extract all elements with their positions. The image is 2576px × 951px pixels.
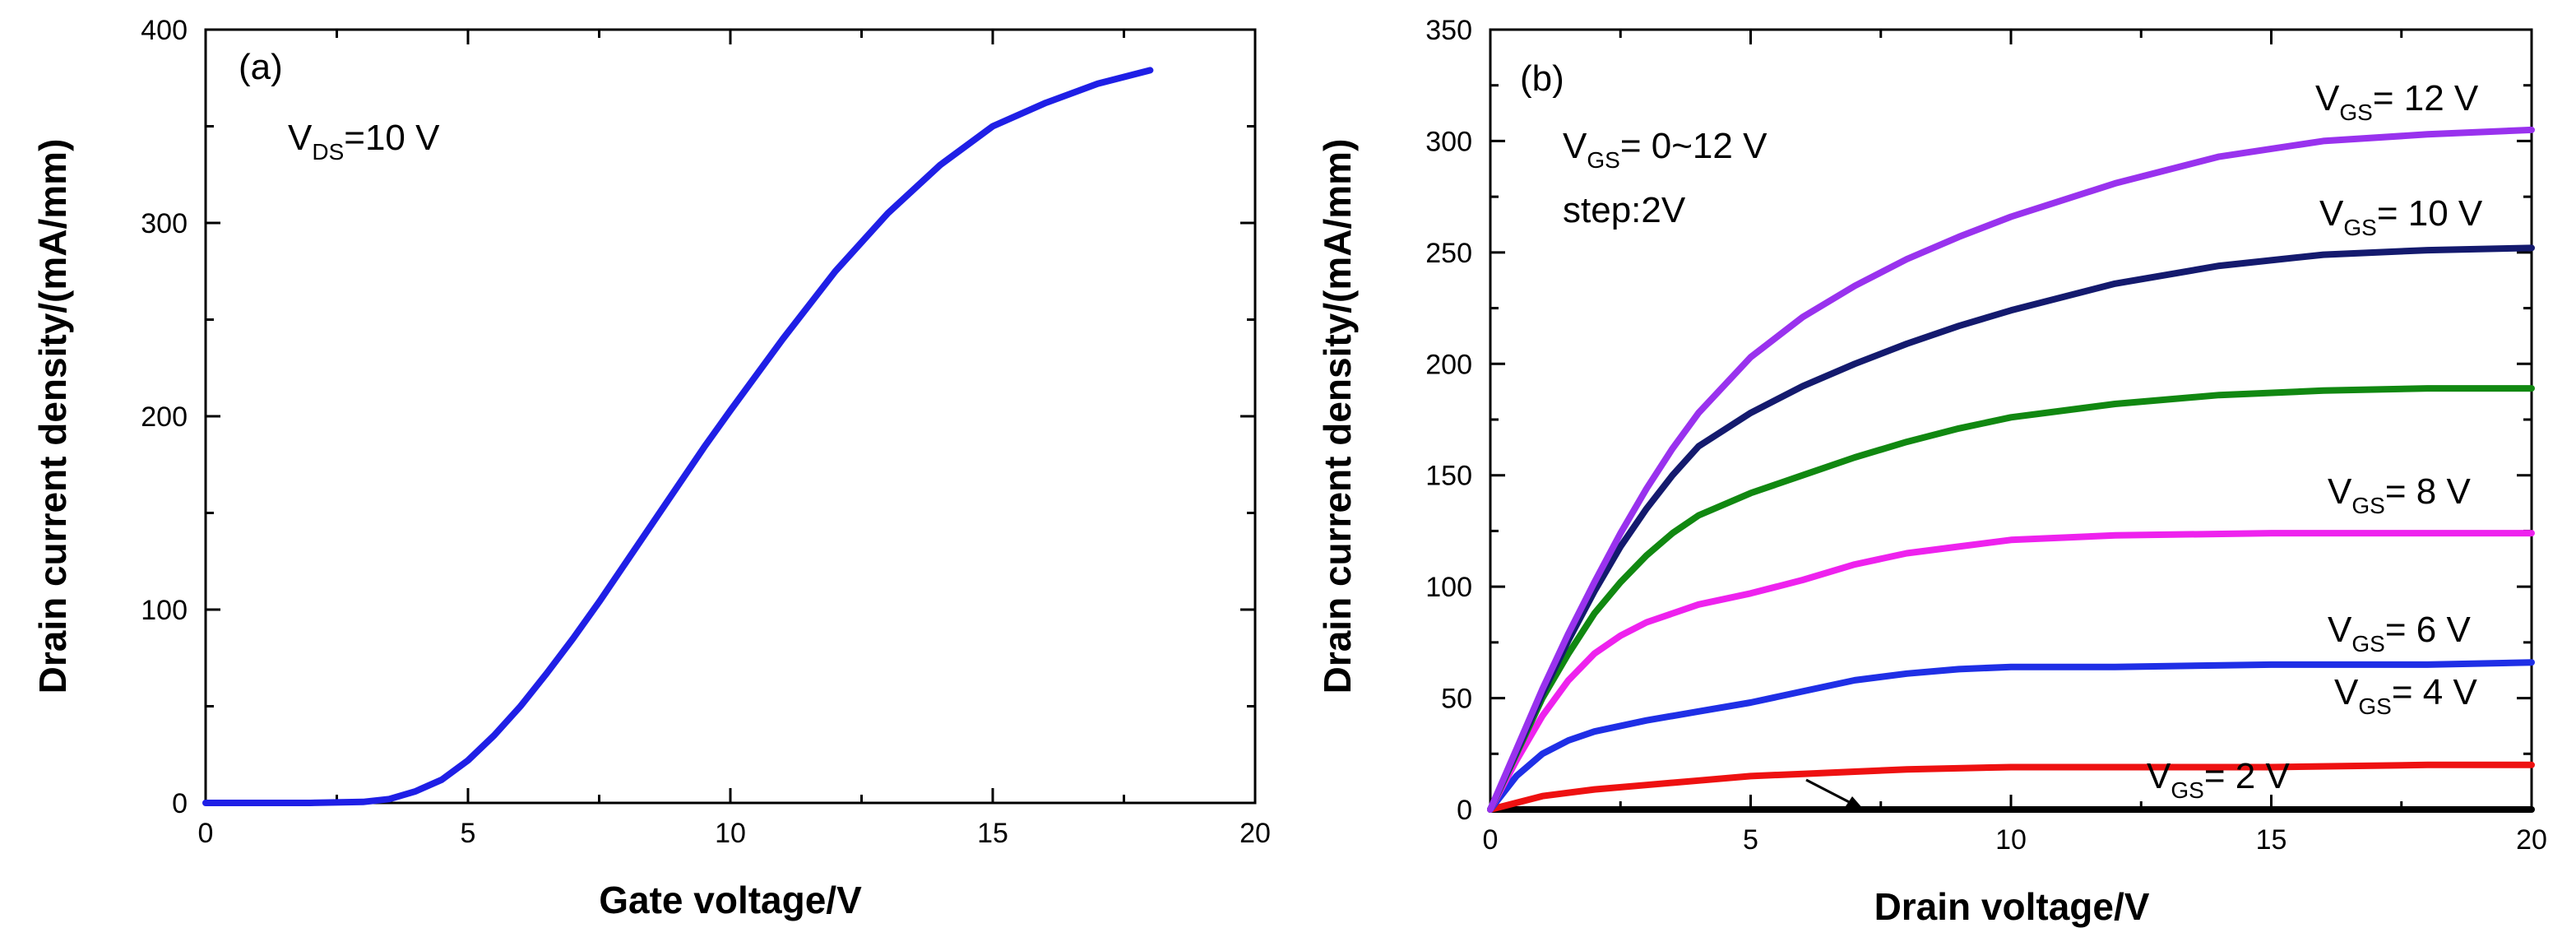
series-label: VGS= 6 V xyxy=(2328,610,2471,656)
annotation: VGS= 0~12 V xyxy=(1563,126,1768,173)
series-label: VGS= 4 V xyxy=(2334,672,2477,719)
x-axis-title: Drain voltage/V xyxy=(1874,885,2150,928)
series-label-main: V xyxy=(2328,610,2352,650)
series-line xyxy=(1487,244,2535,813)
series-label: VGS= 2 V xyxy=(2147,756,2290,803)
annotation-main: V xyxy=(288,118,313,158)
annotation: step:2V xyxy=(1563,190,1686,230)
x-tick-label: 0 xyxy=(198,818,214,849)
annotation-rest: =10 V xyxy=(344,118,440,158)
panel-label: (a) xyxy=(239,47,283,87)
series-line xyxy=(1487,761,2535,813)
series-label-main: V xyxy=(2315,78,2340,118)
series-label-sub: GS xyxy=(2343,215,2376,240)
y-tick-label: 150 xyxy=(1425,461,1472,492)
series-label-sub: GS xyxy=(2351,493,2384,518)
y-tick-label: 100 xyxy=(141,595,188,626)
y-tick-label: 200 xyxy=(1425,349,1472,380)
x-tick-label: 10 xyxy=(1995,824,2027,856)
series-label-sub: GS xyxy=(2339,100,2372,125)
series-label-main: V xyxy=(2147,756,2171,796)
series-line xyxy=(202,67,1154,806)
x-tick-label: 20 xyxy=(2516,824,2547,856)
y-tick-label: 0 xyxy=(1457,795,1472,826)
label-arrowhead xyxy=(1846,796,1864,810)
x-tick-label: 20 xyxy=(1239,818,1271,849)
x-tick-label: 15 xyxy=(2256,824,2287,856)
series-label-rest: = 4 V xyxy=(2392,672,2478,712)
series-label-rest: = 6 V xyxy=(2385,610,2472,650)
series-label: VGS= 8 V xyxy=(2328,471,2471,518)
series-label-rest: = 10 V xyxy=(2377,193,2483,234)
series-label-rest: = 8 V xyxy=(2385,471,2472,512)
series-label-sub: GS xyxy=(2358,694,2391,719)
y-axis-title: Drain current density/(mA/mm) xyxy=(1316,139,1359,694)
annotation-main: V xyxy=(1563,126,1587,166)
series-label-main: V xyxy=(2334,672,2359,712)
annotation-rest: = 0~12 V xyxy=(1620,126,1768,166)
y-tick-label: 300 xyxy=(1425,126,1472,157)
y-tick-label: 350 xyxy=(1425,15,1472,46)
series-line xyxy=(1487,126,2535,813)
y-tick-label: 400 xyxy=(141,15,188,46)
series-label-rest: = 12 V xyxy=(2373,78,2479,118)
x-tick-label: 5 xyxy=(461,818,476,849)
x-axis-title: Gate voltage/V xyxy=(599,879,862,921)
y-tick-label: 0 xyxy=(172,788,188,819)
series-label-sub: GS xyxy=(2351,631,2384,656)
series-line xyxy=(1487,385,2535,813)
x-tick-label: 0 xyxy=(1483,824,1499,856)
x-tick-label: 10 xyxy=(715,818,746,849)
y-tick-label: 200 xyxy=(141,401,188,433)
y-tick-label: 250 xyxy=(1425,238,1472,269)
y-axis-title: Drain current density/(mA/mm) xyxy=(31,139,74,694)
y-tick-label: 300 xyxy=(141,208,188,239)
x-tick-label: 15 xyxy=(977,818,1008,849)
annotation: VDS=10 V xyxy=(288,118,440,165)
annotation-sub: GS xyxy=(1587,147,1619,173)
series-label: VGS= 12 V xyxy=(2315,78,2479,125)
annotation-sub: DS xyxy=(312,139,344,165)
series-label: VGS= 10 V xyxy=(2319,193,2483,240)
series-line xyxy=(1487,659,2535,813)
series-label-rest: = 2 V xyxy=(2204,756,2291,796)
series-line xyxy=(1487,530,2535,813)
y-tick-label: 100 xyxy=(1425,572,1472,603)
x-tick-label: 5 xyxy=(1743,824,1758,856)
panel-label: (b) xyxy=(1520,58,1564,99)
y-tick-label: 50 xyxy=(1441,684,1472,715)
series-label-main: V xyxy=(2328,471,2352,512)
series-label-sub: GS xyxy=(2171,777,2203,803)
series-label-main: V xyxy=(2319,193,2344,234)
annotation-main: step:2V xyxy=(1563,190,1686,230)
